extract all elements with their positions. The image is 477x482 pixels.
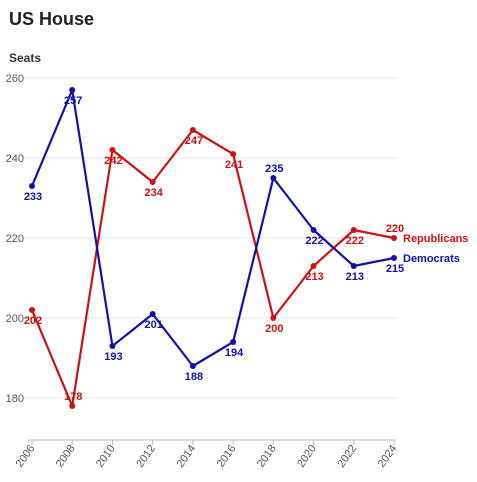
democrats-label-2012: 201: [144, 319, 162, 331]
republicans-label-2020: 213: [305, 271, 323, 283]
x-tick-label-2010: 2010: [94, 443, 118, 470]
republicans-point-2012: [149, 179, 156, 185]
republicans-label-2008: 178: [64, 391, 82, 403]
y-tick-label-200: 200: [6, 313, 24, 325]
democrats-label-2018: 235: [265, 163, 283, 175]
republicans-point-2018: [270, 315, 277, 321]
democrats-point-2008: [69, 87, 76, 93]
democrats-line: [30, 88, 395, 368]
x-tick-label-2006: 2006: [14, 443, 38, 470]
legend-democrats: Democrats: [403, 253, 460, 265]
democrats-label-2022: 213: [346, 271, 364, 283]
republicans-label-2018: 200: [265, 323, 283, 335]
series: [29, 87, 397, 409]
republicans-point-2024: [391, 235, 397, 241]
democrats-label-2014: 188: [185, 371, 203, 383]
republicans-point-2008: [69, 403, 76, 409]
republicans-label-2006: 202: [24, 315, 42, 327]
republicans-label-2012: 234: [144, 187, 163, 199]
republicans-point-2016: [230, 151, 237, 157]
republicans-point-2020: [310, 263, 317, 269]
x-tick-label-2014: 2014: [174, 443, 198, 470]
republicans-label-2024: 220: [386, 223, 404, 235]
x-tick-label-2022: 2022: [335, 443, 359, 470]
y-tick-label-240: 240: [6, 153, 24, 165]
republicans-label-2016: 241: [225, 159, 243, 171]
x-tick-label-2018: 2018: [255, 443, 279, 470]
democrats-point-2010: [109, 343, 116, 349]
democrats-point-2022: [350, 263, 357, 269]
democrats-label-2006: 233: [24, 191, 42, 203]
republicans-label-2022: 222: [346, 235, 364, 247]
democrats-point-2006: [29, 183, 35, 189]
y-tick-label-260: 260: [6, 73, 24, 85]
x-tick-label-2024: 2024: [376, 443, 400, 470]
x-tick-label-2008: 2008: [54, 443, 78, 470]
republicans-point-2014: [189, 127, 196, 133]
y-ticks: 180 200 220 240 260: [6, 73, 24, 405]
grid: [22, 77, 396, 441]
republicans-point-2006: [29, 307, 35, 313]
democrats-point-2012: [149, 311, 156, 317]
republicans-point-2022: [350, 227, 357, 233]
democrats-point-2018: [270, 175, 277, 181]
data-labels: 202 178 242 234 247 241 200 213 222 220 233 257 193 2…: [24, 95, 404, 403]
democrats-point-2024: [391, 255, 397, 261]
republicans-label-2010: 242: [104, 155, 122, 167]
x-tick-label-2012: 2012: [134, 443, 158, 470]
democrats-point-2016: [230, 339, 237, 345]
democrats-point-2014: [189, 363, 196, 369]
democrats-label-2008: 257: [64, 95, 82, 107]
y-axis-label: Seats: [9, 51, 41, 65]
y-tick-label-180: 180: [6, 393, 24, 405]
democrats-point-2020: [310, 227, 317, 233]
legend: Republicans Democrats: [403, 233, 468, 265]
republicans-line: [30, 128, 395, 408]
x-tick-label-2016: 2016: [215, 443, 239, 470]
legend-republicans: Republicans: [403, 233, 468, 245]
x-tick-label-2020: 2020: [295, 443, 319, 470]
democrats-label-2024: 215: [386, 263, 404, 275]
y-tick-label-220: 220: [6, 233, 24, 245]
republicans-label-2014: 247: [185, 135, 203, 147]
democrats-label-2016: 194: [225, 347, 244, 359]
democrats-label-2010: 193: [104, 351, 122, 363]
republicans-point-2010: [109, 147, 116, 153]
chart-title: US House: [9, 9, 94, 29]
x-ticks: 2006 2008 2010 2012 2014 2016 2018 2020 2022 2024: [14, 440, 400, 470]
democrats-label-2020: 222: [305, 235, 323, 247]
